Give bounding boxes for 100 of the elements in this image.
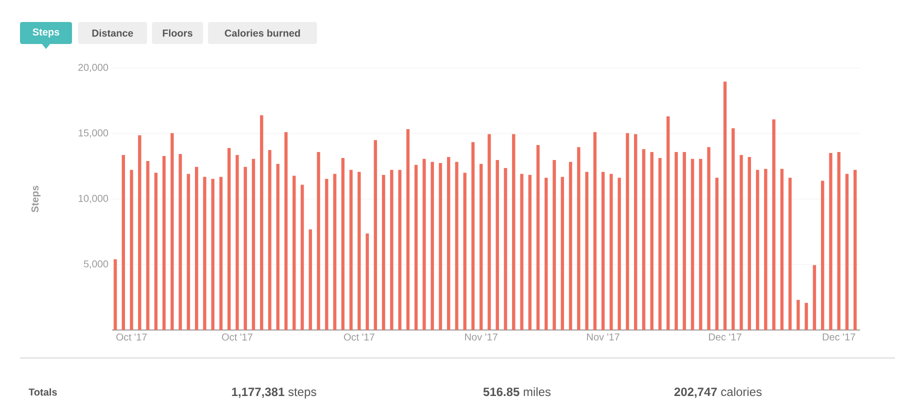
bar [219,176,223,330]
bar [366,233,369,330]
bar [349,170,353,330]
bar [390,170,394,330]
text: 1,177,381 steps [232,388,316,398]
bar [447,156,450,330]
bar [568,162,572,330]
bar [666,116,670,330]
bar [333,174,336,330]
bar [194,166,198,330]
bar [186,174,190,330]
bar [715,178,718,330]
bar [268,150,272,330]
text: Distance [92,29,134,37]
bar [406,129,410,330]
bar [593,132,597,330]
bar [690,158,694,330]
bar [707,147,710,330]
bar [796,300,800,330]
bar [740,154,743,330]
x-tick-label: Dec '17 [822,334,856,340]
bar [854,170,857,330]
bar [552,160,556,330]
bar [252,158,256,330]
x-tick-label: Dec '17 [709,334,742,340]
bar [674,152,678,330]
bar [780,168,784,330]
bar [642,149,646,330]
text: Steps [32,28,60,38]
y-axis-title: Steps [31,186,40,212]
bar [292,176,296,330]
bar [804,302,808,330]
bar [488,134,491,330]
bar [260,115,264,330]
text: Calories burned [224,29,300,37]
bar [544,178,548,330]
bar [463,172,466,330]
bar [211,178,214,330]
x-tick-label: Oct '17 [344,334,374,341]
bar [358,172,361,330]
bar [308,229,312,330]
bar [585,172,588,330]
bar [577,147,580,330]
bar [284,132,288,330]
x-tick-label: Nov '17 [587,334,620,340]
bar [325,178,328,330]
bar [837,152,840,330]
bar [430,162,434,330]
bar [162,156,166,330]
text: 202,747 calories [674,387,762,398]
bar [374,140,378,330]
bar [227,148,231,330]
bar [812,265,816,330]
bar [601,172,605,330]
y-tick-label: 15,000 [78,129,108,138]
bar [130,170,134,330]
bar [682,152,686,330]
text: Floors [162,29,192,37]
x-tick-label: Oct '17 [222,334,252,341]
bar [455,162,458,330]
bar [764,168,768,330]
bar [756,170,760,330]
y-tick-label: 20,000 [78,64,108,72]
bar [203,176,206,330]
bar [114,259,117,330]
bar [536,145,540,330]
bar [650,152,654,330]
bar [398,170,402,330]
bar [512,134,516,330]
bar [236,154,239,330]
bar [316,152,320,330]
bar [178,154,182,330]
bar [382,174,386,330]
bar [146,161,150,330]
y-tick-label: 5,000 [84,260,108,269]
bar [723,82,727,330]
bar [138,135,142,330]
bar [788,178,792,330]
bar [829,153,832,330]
bar [244,166,247,330]
bar [732,128,735,330]
bar [634,134,638,330]
bar [820,180,824,330]
bar [438,162,442,330]
bar [496,160,499,330]
bar [300,184,304,330]
bar [748,156,752,330]
bar [528,174,532,330]
bar [658,158,662,330]
bar [154,172,158,330]
bar [504,168,508,330]
bar [610,174,613,330]
bar [471,142,475,330]
bar [276,164,280,330]
bar [341,158,345,330]
text: Totals [28,388,57,396]
bar [772,119,776,330]
x-tick-label: Nov '17 [465,334,498,340]
bar [699,158,702,330]
y-tick-label: 10,000 [78,194,108,204]
